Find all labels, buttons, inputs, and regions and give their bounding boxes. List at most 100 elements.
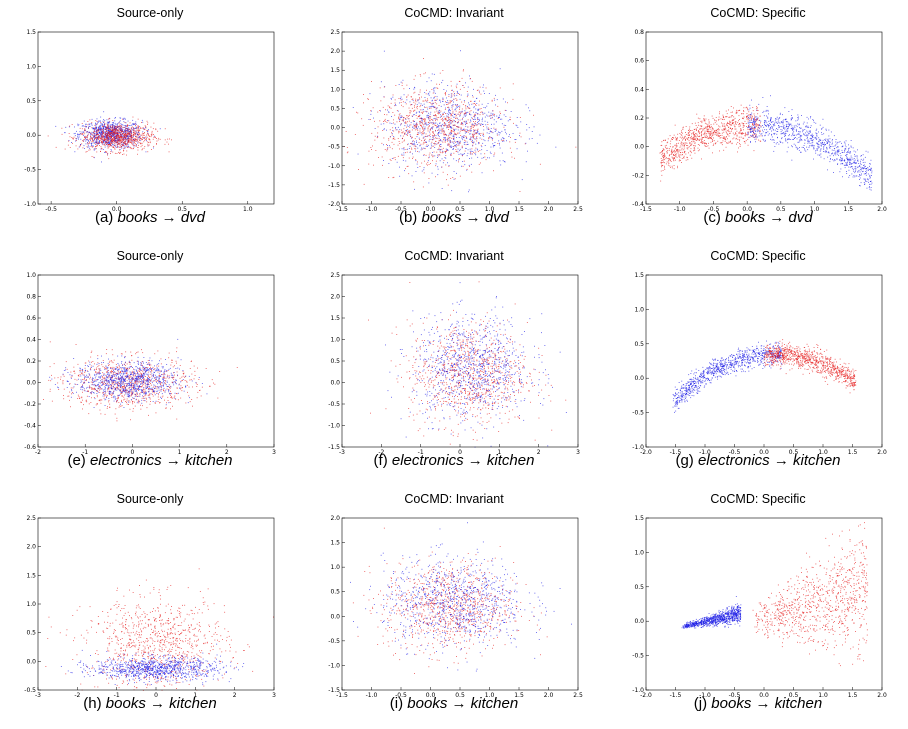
scatter-point	[93, 132, 95, 134]
scatter-point	[389, 107, 391, 109]
scatter-point	[715, 129, 717, 131]
scatter-point	[475, 105, 477, 106]
scatter-point	[392, 177, 394, 179]
scatter-point	[452, 115, 453, 117]
scatter-point	[461, 119, 463, 121]
scatter-point	[693, 135, 695, 137]
scatter-point	[747, 122, 749, 124]
scatter-point	[406, 96, 407, 98]
scatter-point	[471, 117, 473, 119]
scatter-point	[679, 136, 681, 138]
scatter-point	[96, 146, 98, 147]
scatter-point	[91, 138, 93, 139]
scatter-point	[708, 124, 710, 126]
scatter-point	[399, 166, 400, 168]
scatter-point	[138, 126, 139, 128]
scatter-point	[123, 131, 125, 133]
scatter-point	[473, 115, 475, 117]
scatter-point	[422, 113, 423, 114]
scatter-point	[106, 135, 108, 137]
scatter-point	[498, 134, 500, 136]
scatter-point	[446, 127, 448, 129]
scatter-point	[456, 122, 458, 123]
scatter-point	[446, 135, 448, 136]
scatter-point	[114, 137, 116, 138]
scatter-point	[118, 138, 120, 140]
scatter-point	[434, 111, 436, 113]
scatter-point	[845, 162, 847, 164]
scatter-point	[92, 140, 94, 141]
scatter-point	[415, 98, 417, 100]
scatter-point	[69, 147, 71, 148]
scatter-point	[463, 100, 465, 101]
scatter-point	[142, 137, 144, 138]
scatter-point	[448, 112, 450, 114]
scatter-point	[480, 111, 482, 113]
scatter-point	[416, 134, 418, 135]
scatter-point	[462, 118, 463, 120]
scatter-point	[112, 133, 113, 135]
scatter-point	[693, 136, 695, 137]
scatter-point	[94, 142, 96, 144]
scatter-point	[788, 111, 790, 112]
scatter-point	[137, 125, 139, 127]
scatter-point	[409, 131, 411, 133]
scatter-point	[485, 107, 486, 109]
scatter-point	[848, 158, 849, 160]
scatter-point	[89, 147, 91, 149]
scatter-point	[346, 147, 348, 148]
scatter-point	[514, 141, 516, 143]
scatter-point	[693, 128, 695, 130]
scatter-point	[153, 137, 155, 138]
scatter-point	[108, 122, 110, 124]
scatter-point	[457, 126, 459, 127]
scatter-point	[457, 113, 459, 115]
scatter-point	[441, 188, 443, 189]
scatter-point	[730, 124, 732, 126]
scatter-point	[442, 152, 443, 154]
scatter-point	[121, 125, 122, 127]
scatter-point	[484, 120, 486, 122]
scatter-point	[738, 147, 739, 149]
scatter-point	[441, 148, 443, 150]
scatter-point	[94, 135, 96, 136]
scatter-point	[118, 129, 119, 131]
scatter-point	[492, 146, 494, 148]
scatter-point	[106, 140, 108, 142]
scatter-point	[729, 142, 731, 144]
scatter-point	[433, 102, 434, 104]
scatter-point	[428, 106, 430, 108]
scatter-point	[833, 135, 835, 137]
scatter-point	[102, 125, 104, 127]
scatter-point	[477, 89, 479, 91]
scatter-point	[429, 108, 431, 109]
scatter-point	[430, 116, 432, 118]
scatter-point	[81, 131, 83, 133]
scatter-point	[427, 108, 429, 110]
scatter-point	[412, 144, 414, 145]
scatter-point	[398, 132, 400, 134]
scatter-point	[811, 138, 813, 140]
scatter-point	[866, 170, 868, 172]
scatter-point	[668, 149, 670, 151]
scatter-point	[104, 137, 106, 139]
scatter-point	[104, 141, 106, 142]
scatter-point	[100, 125, 102, 127]
scatter-point	[407, 143, 409, 145]
scatter-point	[90, 123, 92, 125]
scatter-point	[135, 124, 137, 125]
scatter-point	[79, 134, 81, 136]
scatter-point	[860, 182, 862, 184]
scatter-point	[706, 133, 708, 135]
scatter-point	[97, 137, 99, 139]
scatter-point	[107, 126, 109, 128]
scatter-point	[96, 130, 98, 131]
scatter-point	[771, 121, 773, 123]
scatter-point	[661, 144, 663, 146]
scatter-point	[397, 155, 399, 157]
scatter-point	[460, 135, 462, 136]
scatter-point	[684, 137, 686, 139]
scatter-point	[436, 87, 438, 89]
scatter-point	[414, 129, 416, 131]
scatter-point	[460, 126, 462, 128]
